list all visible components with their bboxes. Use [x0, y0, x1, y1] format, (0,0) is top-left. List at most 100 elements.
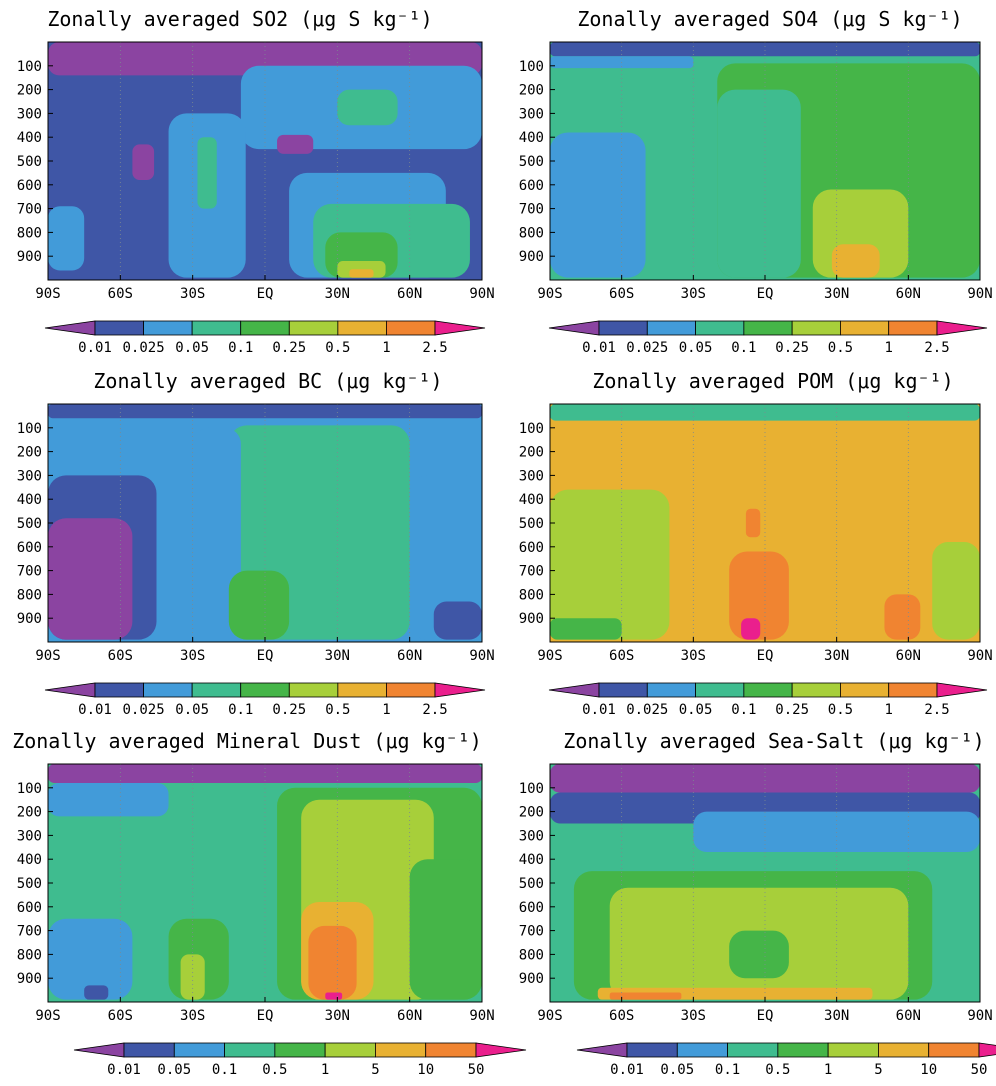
contour-region — [349, 269, 374, 278]
field-pom — [550, 404, 980, 642]
y-tick-label: 100 — [17, 421, 42, 437]
colorbar-label: 5 — [371, 1062, 379, 1078]
colorbar-pom: 0.01 0.025 0.05 0.1 0.25 0.5 1 2.5 — [548, 682, 988, 718]
colorbar-high-arrow — [936, 320, 988, 336]
title-seasalt: Zonally averaged Sea-Salt (μg kg⁻¹) — [563, 729, 984, 753]
colorbar-low-arrow — [73, 1042, 125, 1058]
colorbar-swatch — [337, 682, 387, 698]
y-tick-label: 800 — [17, 225, 42, 241]
x-tick-label: 60S — [609, 1008, 634, 1024]
colorbar-label: 50 — [971, 1062, 988, 1078]
contour-region — [197, 137, 217, 209]
x-tick-label: 90N — [469, 286, 494, 302]
colorbar-label: 1 — [884, 340, 892, 356]
colorbar-swatch — [646, 682, 696, 698]
contour-region — [228, 570, 290, 640]
x-tick-label: 60S — [108, 1008, 133, 1024]
contour-region — [277, 134, 314, 154]
colorbar-swatch — [274, 1042, 326, 1058]
y-tick-label: 500 — [17, 516, 42, 532]
colorbar-seasalt: 0.01 0.05 0.1 0.5 1 5 10 50 — [576, 1042, 996, 1078]
y-tick-label: 400 — [519, 492, 544, 508]
colorbar-swatch — [425, 1042, 477, 1058]
panel-so4: Zonally averaged SO4 (μg S kg⁻¹) 90S 60S 3… — [519, 7, 993, 356]
title-so2: Zonally averaged SO2 (μg S kg⁻¹) — [47, 7, 432, 31]
colorbar-label: 1 — [321, 1062, 329, 1078]
colorbar-label: 0.5 — [325, 340, 350, 356]
colorbar-label: 2.5 — [422, 340, 447, 356]
y-tick-label: 400 — [519, 852, 544, 868]
panel-seasalt: Zonally averaged Sea-Salt (μg kg⁻¹) 90S 6… — [519, 729, 996, 1078]
colorbar-swatch — [791, 320, 841, 336]
colorbar-low-arrow — [576, 1042, 628, 1058]
colorbar-swatch — [94, 682, 144, 698]
colorbar-label: 10 — [417, 1062, 434, 1078]
colorbar-label: 0.05 — [679, 702, 713, 718]
y-tick-label: 200 — [519, 805, 544, 821]
colorbar-label: 0.5 — [262, 1062, 287, 1078]
colorbar-label: 0.25 — [272, 340, 306, 356]
contour-region — [48, 518, 133, 640]
colorbar-low-arrow — [548, 320, 600, 336]
y-tick-label: 300 — [17, 828, 42, 844]
colorbar-low-arrow — [44, 320, 96, 336]
x-tick-label: EQ — [757, 1008, 774, 1024]
contour-region — [831, 244, 880, 278]
colorbar-label: 0.1 — [715, 1062, 740, 1078]
x-tick-label: EQ — [757, 648, 774, 664]
y-tick-label: 700 — [17, 924, 42, 940]
colorbar-label: 0.1 — [228, 702, 253, 718]
x-tick-label: EQ — [257, 286, 274, 302]
x-tick-label: 90S — [35, 286, 60, 302]
y-tick-label: 700 — [17, 564, 42, 580]
colorbar-swatch — [827, 1042, 879, 1058]
y-tick-label: 600 — [519, 900, 544, 916]
colorbar-swatch — [791, 682, 841, 698]
x-tick-label: EQ — [757, 286, 774, 302]
contour-region — [409, 859, 482, 1000]
x-tick-label: 30N — [325, 648, 350, 664]
contour-region — [132, 144, 155, 181]
colorbar-label: 1 — [884, 702, 892, 718]
y-tick-label: 600 — [17, 540, 42, 556]
x-tick-label: 30S — [681, 286, 706, 302]
y-tick-label: 100 — [17, 59, 42, 75]
colorbar-swatch — [878, 1042, 930, 1058]
colorbar-swatch — [695, 320, 745, 336]
colorbar-swatch — [743, 320, 793, 336]
colorbar-label: 5 — [874, 1062, 882, 1078]
colorbar-label: 0.025 — [122, 702, 164, 718]
y-tick-label: 900 — [17, 249, 42, 265]
colorbar-swatch — [626, 1042, 678, 1058]
colorbar-label: 1 — [824, 1062, 832, 1078]
colorbar-label: 0.1 — [212, 1062, 237, 1078]
colorbar-swatch — [240, 682, 290, 698]
contour-region — [48, 783, 169, 817]
colorbar-swatch — [676, 1042, 728, 1058]
y-tick-label: 600 — [17, 178, 42, 194]
contour-region — [192, 427, 241, 640]
y-tick-label: 700 — [519, 564, 544, 580]
panel-dust: Zonally averaged Mineral Dust (μg kg⁻¹) … — [12, 729, 527, 1078]
y-tick-label: 300 — [17, 106, 42, 122]
colorbar-label: 0.025 — [626, 702, 668, 718]
y-tick-label: 400 — [519, 130, 544, 146]
contour-region — [409, 475, 482, 640]
y-tick-label: 800 — [519, 947, 544, 963]
colorbar-bc: 0.01 0.025 0.05 0.1 0.25 0.5 1 2.5 — [44, 682, 486, 718]
panel-bc: Zonally averaged BC (μg kg⁻¹) 90S 60S 30S E… — [17, 369, 495, 718]
field-so2 — [48, 42, 482, 280]
colorbar-label: 50 — [468, 1062, 485, 1078]
x-tick-label: 60S — [108, 286, 133, 302]
y-tick-label: 100 — [519, 59, 544, 75]
colorbar-low-arrow — [44, 682, 96, 698]
contour-region — [48, 764, 482, 784]
x-tick-label: 90N — [469, 1008, 494, 1024]
y-tick-label: 500 — [519, 876, 544, 892]
y-tick-label: 700 — [17, 202, 42, 218]
colorbar-label: 0.5 — [765, 1062, 790, 1078]
colorbar-swatch — [224, 1042, 276, 1058]
colorbar-label: 0.25 — [775, 340, 809, 356]
colorbar-high-arrow — [475, 1042, 527, 1058]
field-seasalt — [550, 764, 980, 1002]
